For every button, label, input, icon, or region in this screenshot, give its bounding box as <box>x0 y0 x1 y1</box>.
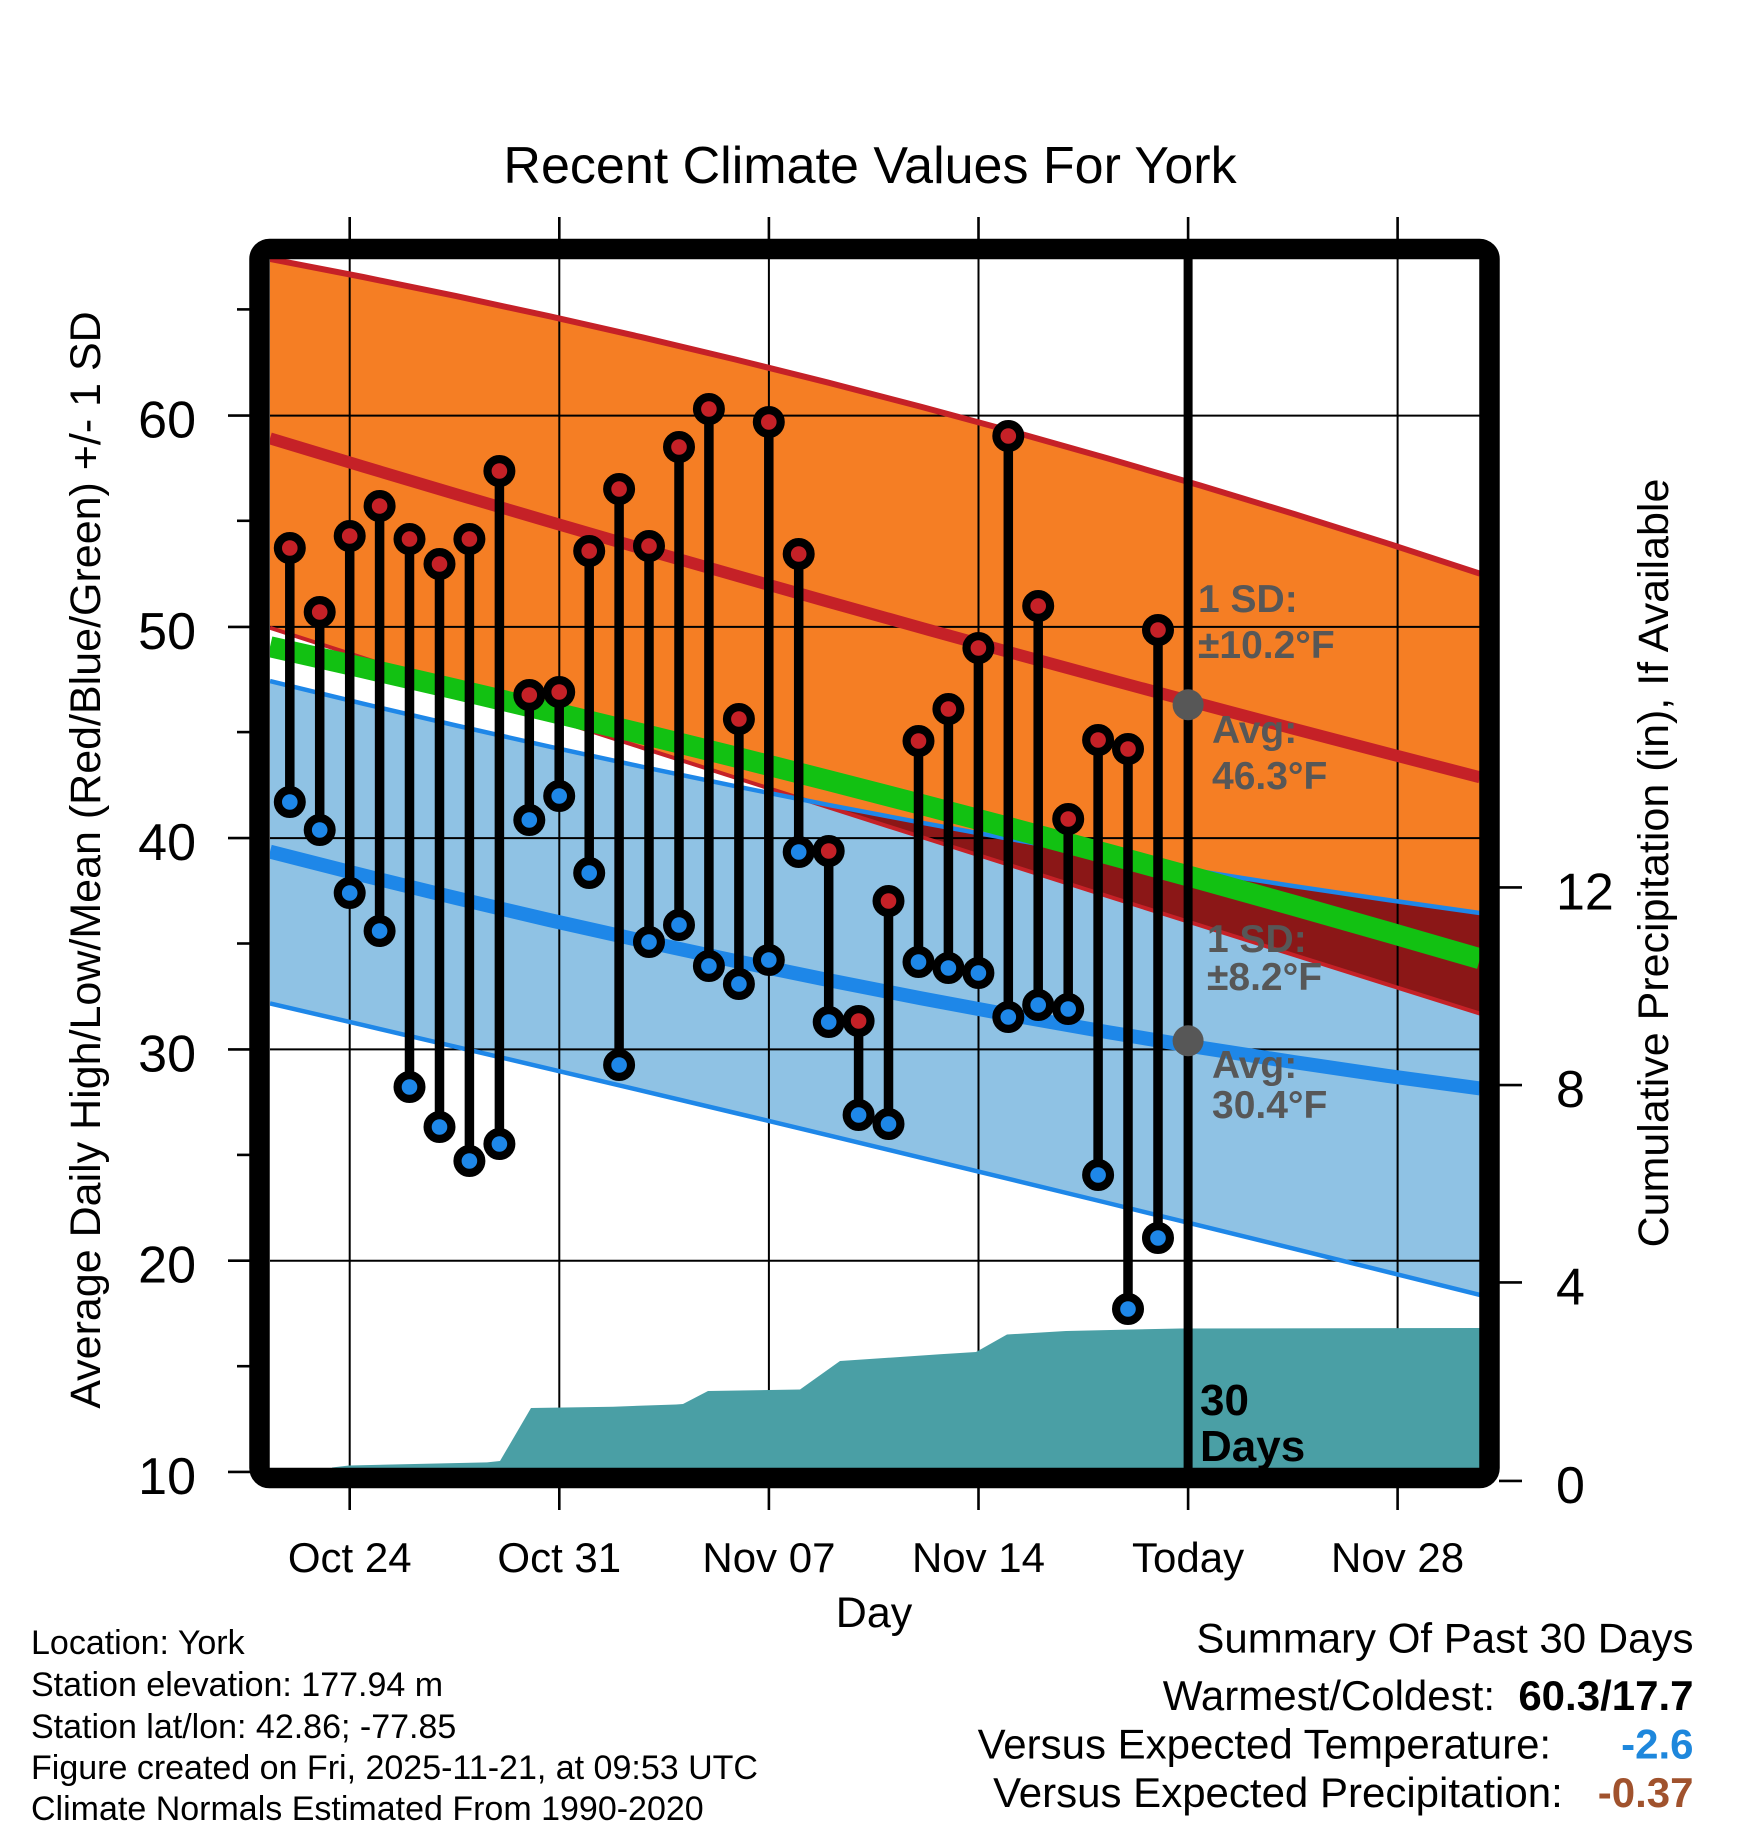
svg-text:Day: Day <box>836 1589 913 1637</box>
svg-text:50: 50 <box>138 603 196 661</box>
svg-text:Station elevation: 177.94 m: Station elevation: 177.94 m <box>31 1666 443 1704</box>
svg-text:1 SD:: 1 SD: <box>1207 918 1307 961</box>
svg-text:30.4°F: 30.4°F <box>1212 1084 1327 1127</box>
svg-text:4: 4 <box>1556 1258 1585 1316</box>
svg-text:Nov 14: Nov 14 <box>912 1534 1045 1581</box>
svg-text:30: 30 <box>138 1025 196 1083</box>
svg-text:46.3°F: 46.3°F <box>1212 755 1327 798</box>
svg-text:12: 12 <box>1556 863 1614 921</box>
svg-text:60: 60 <box>138 392 196 450</box>
svg-text:Cumulative Precipitation (in),: Cumulative Precipitation (in), If Availa… <box>1630 479 1678 1248</box>
svg-text:Average Daily High/Low/Mean (R: Average Daily High/Low/Mean (Red/Blue/Gr… <box>62 311 110 1408</box>
svg-text:Oct 24: Oct 24 <box>288 1534 412 1581</box>
svg-text:Station lat/lon: 42.86; -77.85: Station lat/lon: 42.86; -77.85 <box>31 1708 456 1746</box>
svg-text:1 SD:: 1 SD: <box>1198 578 1298 621</box>
svg-text:Nov 28: Nov 28 <box>1331 1534 1464 1581</box>
svg-text:8: 8 <box>1556 1061 1585 1119</box>
svg-text:Versus Expected Precipitation:: Versus Expected Precipitation: -0.37 <box>993 1769 1693 1816</box>
svg-text:Climate Normals Estimated From: Climate Normals Estimated From 1990-2020 <box>31 1790 704 1828</box>
svg-text:Location: York: Location: York <box>31 1624 246 1662</box>
svg-text:0: 0 <box>1556 1457 1585 1515</box>
svg-text:Summary Of Past 30 Days: Summary Of Past 30 Days <box>1196 1614 1693 1661</box>
svg-text:±8.2°F: ±8.2°F <box>1207 956 1322 999</box>
svg-text:10: 10 <box>138 1448 196 1506</box>
svg-text:Warmest/Coldest: 60.3/17.7: Warmest/Coldest: 60.3/17.7 <box>1163 1672 1694 1719</box>
svg-text:Recent Climate Values For York: Recent Climate Values For York <box>503 137 1237 195</box>
svg-text:Oct 31: Oct 31 <box>497 1534 621 1581</box>
svg-text:Avg:: Avg: <box>1212 709 1297 752</box>
svg-text:Nov 07: Nov 07 <box>702 1534 835 1581</box>
svg-text:Figure created on Fri, 2025-11: Figure created on Fri, 2025-11-21, at 09… <box>31 1749 758 1787</box>
svg-text:Avg:: Avg: <box>1212 1044 1297 1087</box>
svg-text:30: 30 <box>1200 1376 1249 1425</box>
svg-text:40: 40 <box>138 814 196 872</box>
svg-text:Today: Today <box>1132 1534 1244 1581</box>
svg-text:Days: Days <box>1200 1422 1305 1471</box>
svg-text:±10.2°F: ±10.2°F <box>1198 624 1335 667</box>
svg-text:Versus Expected Temperature:: Versus Expected Temperature: -2.6 <box>978 1721 1694 1768</box>
svg-text:20: 20 <box>138 1237 196 1295</box>
